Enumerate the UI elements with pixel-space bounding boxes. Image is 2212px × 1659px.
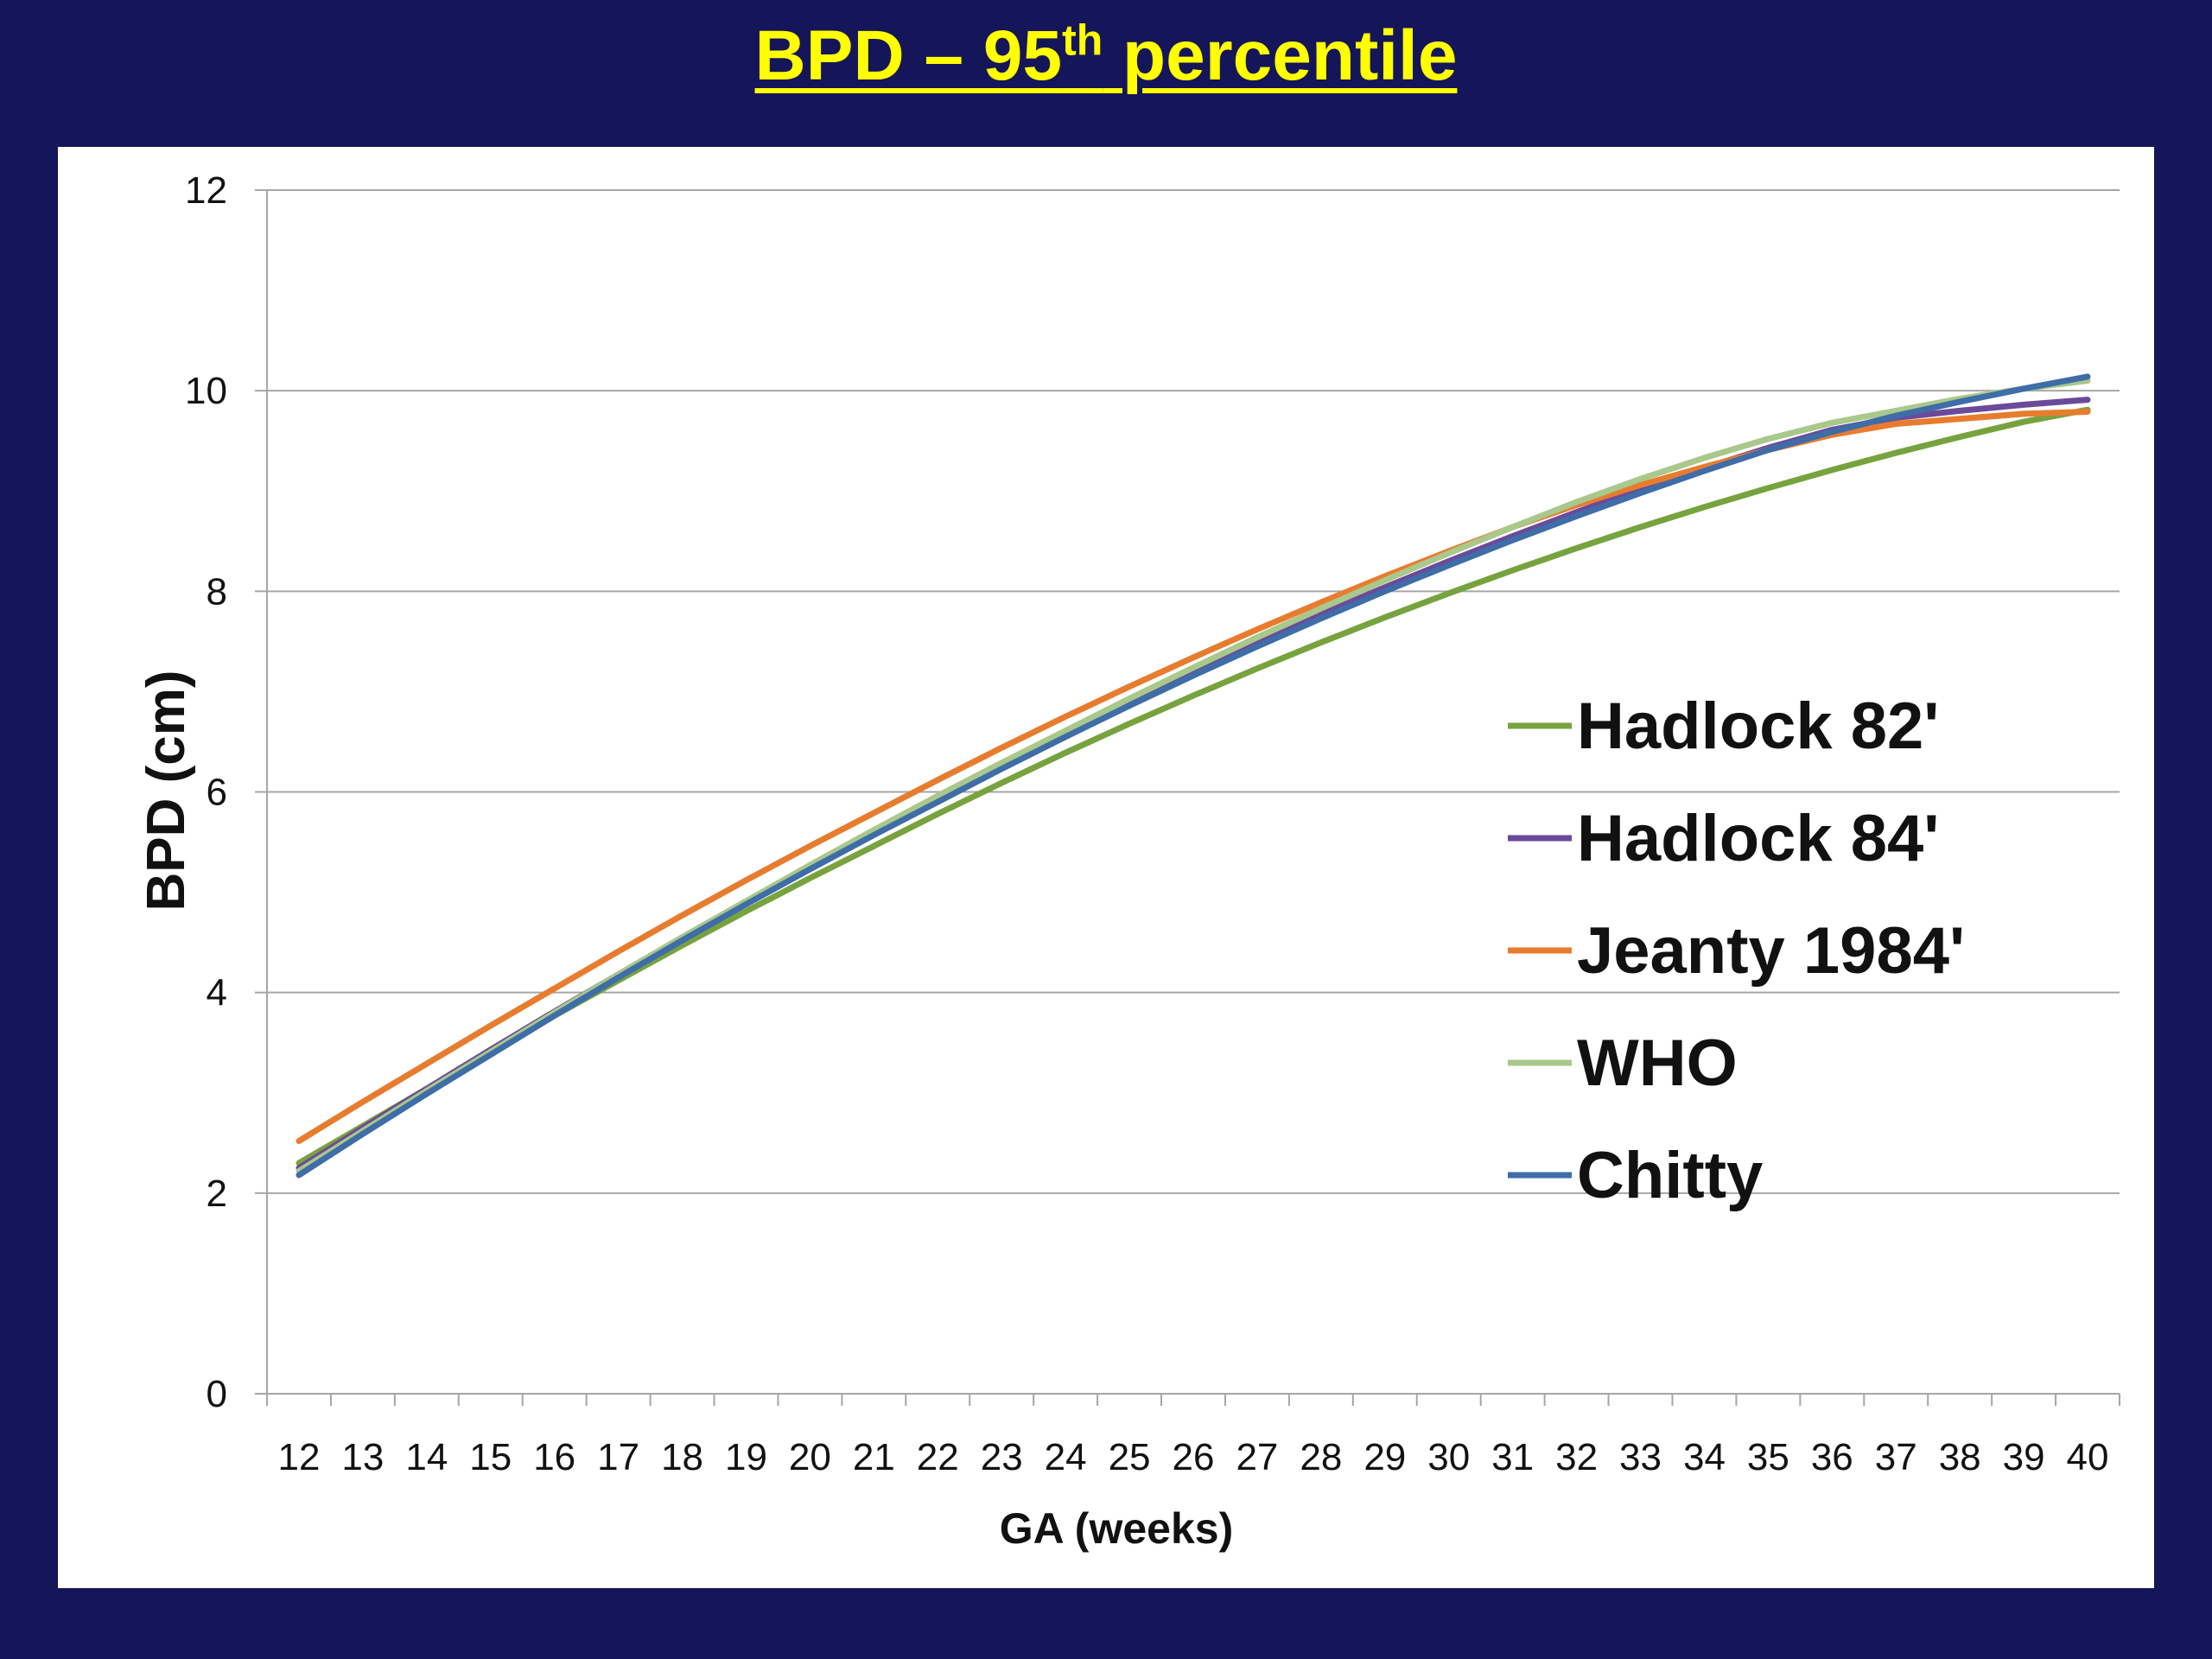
x-tick-label: 13	[341, 1436, 384, 1478]
series-line-1	[296, 397, 2091, 1172]
x-tick-label: 22	[917, 1436, 959, 1478]
title-main: BPD – 95	[754, 16, 1063, 95]
x-tick-label: 39	[2003, 1436, 2045, 1478]
x-tick-label: 23	[981, 1436, 1023, 1478]
y-tick-label: 10	[185, 370, 227, 412]
grid-lines	[267, 189, 2120, 1194]
x-tick-label: 16	[533, 1436, 575, 1478]
x-tick-label: 19	[725, 1436, 767, 1478]
series-line-2	[296, 409, 2091, 1144]
series-line-4	[296, 373, 2091, 1179]
x-tick-label: 28	[1300, 1436, 1342, 1478]
x-tick-label: 12	[277, 1436, 320, 1478]
y-tick-label: 0	[207, 1373, 227, 1415]
y-tick-label: 2	[207, 1173, 227, 1215]
x-tick-label: 40	[2067, 1436, 2109, 1478]
legend-label: WHO	[1577, 1027, 1738, 1100]
x-tick-label: 21	[853, 1436, 895, 1478]
slide-title: BPD – 95th percentile	[0, 16, 2212, 97]
x-tick-label: 30	[1427, 1436, 1470, 1478]
series-lines	[296, 373, 2091, 1179]
x-tick-label: 36	[1811, 1436, 1853, 1478]
legend-label: Jeanty 1984'	[1577, 914, 1965, 988]
legend-entry: WHO	[1508, 1027, 1738, 1100]
x-tick-label: 18	[661, 1436, 703, 1478]
title-superscript: th	[1062, 16, 1103, 65]
y-axis-title: BPD (cm)	[137, 670, 196, 911]
x-tick-label: 32	[1555, 1436, 1598, 1478]
x-tick-label: 15	[469, 1436, 512, 1478]
legend-entry: Hadlock 82'	[1508, 690, 1939, 763]
title-suffix: percentile	[1103, 16, 1458, 95]
x-tick-label: 35	[1747, 1436, 1789, 1478]
series-line-3	[296, 378, 2091, 1174]
legend-entry: Chitty	[1508, 1139, 1763, 1212]
y-tick-label: 4	[207, 972, 227, 1014]
legend-entry: Jeanty 1984'	[1508, 914, 1965, 988]
y-tick-label: 6	[207, 772, 227, 814]
x-tick-label: 38	[1939, 1436, 1981, 1478]
x-tick-label: 29	[1363, 1436, 1406, 1478]
x-tick-label: 14	[405, 1436, 448, 1478]
x-tick-label: 17	[597, 1436, 639, 1478]
legend-entry: Hadlock 84'	[1508, 802, 1939, 875]
y-tick-label: 8	[207, 570, 227, 613]
legend-label: Hadlock 82'	[1577, 690, 1939, 763]
x-tick-label: 20	[789, 1436, 831, 1478]
x-tick-label: 37	[1875, 1436, 1917, 1478]
x-tick-label: 33	[1619, 1436, 1662, 1478]
x-tick-label: 25	[1109, 1436, 1151, 1478]
x-tick-label: 24	[1045, 1436, 1087, 1478]
legend-label: Chitty	[1577, 1139, 1763, 1212]
legend: Hadlock 82' Hadlock 84' Jeanty 1984' WHO Chi…	[1508, 690, 1965, 1212]
series-line-0	[296, 406, 2091, 1166]
x-tick-label: 31	[1491, 1436, 1534, 1478]
legend-label: Hadlock 84'	[1577, 802, 1939, 875]
x-tick-label: 34	[1683, 1436, 1726, 1478]
x-tick-label: 27	[1236, 1436, 1278, 1478]
x-tick-label: 26	[1173, 1436, 1215, 1478]
y-tick-label: 12	[185, 169, 227, 212]
chart-panel: 0 2 4 6 8 10 12 12 13 14 15 16 17 18 19 20 21 22 23 24 25 26 2…	[58, 147, 2154, 1588]
x-axis-title: GA (weeks)	[1000, 1504, 1233, 1553]
